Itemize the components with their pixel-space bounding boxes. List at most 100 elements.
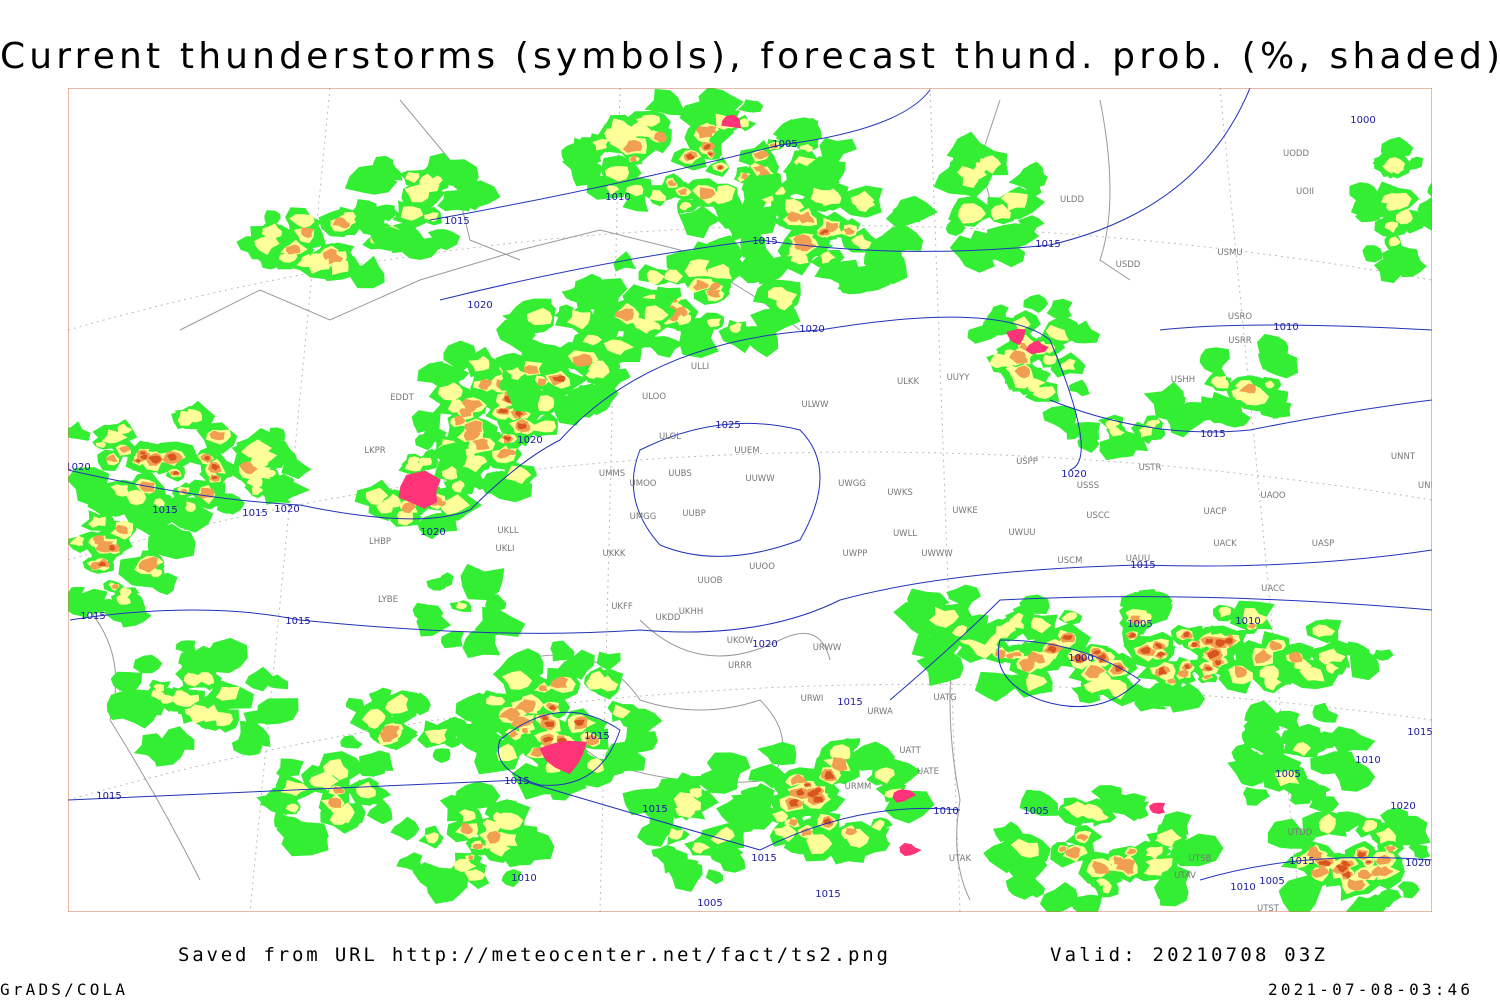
station-label: UKLI (495, 544, 514, 554)
shading-level (495, 298, 631, 418)
isobar-label: 1010 (933, 806, 958, 817)
station-label: USRO (1228, 312, 1253, 322)
isobar (69, 549, 1432, 634)
shading-level (1274, 742, 1312, 787)
station-label: UUOO (749, 562, 775, 572)
station-label: UKOW (727, 636, 754, 646)
isobar-label: 1015 (444, 216, 469, 227)
station-label: ULLI (691, 362, 709, 372)
isobar-label: 1010 (1355, 755, 1380, 766)
station-label: ULOO (642, 392, 666, 402)
isobar-label: 1015 (1407, 727, 1432, 738)
isobar-label: 1020 (1405, 858, 1430, 869)
shading-level (1381, 157, 1413, 247)
timestamp: 2021-07-08-03:46 (1268, 980, 1470, 999)
station-label: EDDT (390, 393, 414, 403)
isobar-label: 1010 (1230, 882, 1255, 893)
source-url: Saved from URL http://meteocenter.net/fa… (178, 944, 888, 966)
station-label: UKKK (603, 549, 626, 559)
isobars (68, 88, 1432, 881)
shading-level (661, 279, 721, 322)
coastline (1099, 99, 1131, 281)
isobar-label: 1015 (1289, 856, 1314, 867)
shading-level (340, 687, 470, 771)
shading-level (614, 308, 634, 322)
isobar-label: 1025 (715, 420, 740, 431)
isobar-label: 1010 (1235, 616, 1260, 627)
shading-level (412, 563, 526, 659)
isobar-label: 1010 (511, 873, 536, 884)
storm-symbol (398, 470, 441, 509)
station-label: UODD (1283, 149, 1309, 159)
shading-level (787, 211, 855, 252)
station-label: UOII (1296, 187, 1314, 197)
station-label: UAOO (1260, 491, 1286, 501)
shading-level (254, 211, 404, 275)
storm-symbol (892, 789, 917, 803)
isobar-label: 1015 (1035, 239, 1060, 250)
isobar-label: 1020 (65, 462, 90, 473)
station-label: UWUU (1008, 528, 1035, 538)
shading-level (1010, 801, 1182, 894)
storm-symbols (398, 114, 1166, 857)
isobar-label: 1005 (697, 898, 722, 909)
station-label: UWGG (838, 479, 866, 489)
station-label: UNNT (1391, 452, 1416, 462)
shading-level (438, 355, 558, 485)
shading-level (106, 637, 299, 767)
station-label: USCC (1086, 511, 1110, 521)
station-label: USSS (1077, 481, 1099, 491)
shading-level (772, 744, 904, 855)
isobar-label: 1020 (1390, 801, 1415, 812)
station-label: UATE (917, 767, 939, 777)
isobar-label: 1005 (1259, 876, 1284, 887)
station-label: USRR (1228, 336, 1252, 346)
isobar (1159, 324, 1432, 331)
shading-level (1009, 342, 1048, 379)
station-label: UKDD (656, 613, 681, 623)
isobar-label: 1015 (837, 697, 862, 708)
station-label: UMMS (599, 469, 625, 479)
isobar-label: 1015 (80, 611, 105, 622)
station-label: UUOB (698, 576, 723, 586)
isobar-label: 1005 (1275, 769, 1300, 780)
shading-level (667, 788, 735, 854)
station-label: UTAK (949, 854, 972, 864)
shading-level (401, 482, 447, 514)
shading-level (285, 217, 350, 265)
station-label: UACK (1213, 539, 1237, 549)
station-label: URWA (867, 707, 893, 717)
isobar (1199, 857, 1432, 881)
station-label: UWKE (952, 506, 978, 516)
isobar-label: 1015 (751, 853, 776, 864)
shading-level (390, 781, 555, 904)
station-label: USMU (1217, 248, 1242, 258)
isobar (1049, 399, 1432, 433)
shading-level (486, 670, 631, 774)
station-label: UUEM (734, 446, 759, 456)
shading-level (1042, 381, 1213, 461)
station-label: UKLL (497, 526, 519, 536)
station-label: ULWW (802, 400, 830, 410)
isobar-label: 1005 (1127, 619, 1152, 630)
isobar-label: 1020 (517, 435, 542, 446)
station-label: UUBP (682, 509, 705, 519)
shading-level (541, 704, 585, 746)
isobar-label: 1020 (274, 504, 299, 515)
station-label: UACC (1261, 584, 1285, 594)
isobar-label: 1015 (242, 508, 267, 519)
isobar-label: 1015 (96, 791, 121, 802)
shading-level (566, 302, 669, 356)
isobar-label: 1005 (772, 139, 797, 150)
isobar-labels: 1005 1010 1015 1015 1020 1020 1015 1000 1010 1025… (65, 115, 1432, 909)
shading-level (1318, 851, 1372, 879)
isobar-label: 1015 (584, 731, 609, 742)
isobar-label: 1015 (815, 889, 840, 900)
shading-level (1059, 833, 1137, 875)
shading-level (1306, 845, 1396, 891)
station-label: UATT (899, 746, 921, 756)
coastline (79, 599, 201, 881)
shading-level (460, 823, 501, 861)
